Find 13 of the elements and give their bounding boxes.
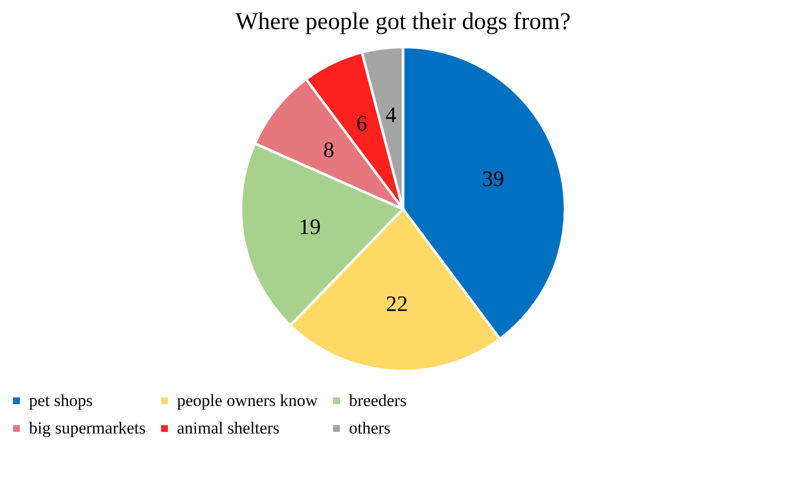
legend-label: others — [349, 418, 391, 438]
legend-label: breeders — [349, 390, 407, 410]
data-label: 8 — [323, 136, 334, 162]
data-label: 19 — [298, 214, 321, 240]
legend-label: pet shops — [29, 390, 93, 410]
data-label: 39 — [482, 166, 504, 192]
legend-label: big supermarkets — [29, 418, 146, 438]
legend-label: animal shelters — [177, 418, 280, 438]
data-label: 22 — [386, 290, 408, 316]
legend-label: people owners know — [177, 390, 318, 410]
data-label: 6 — [356, 110, 368, 136]
chart-title: Where people got their dogs from? — [235, 9, 571, 35]
data-label: 4 — [385, 102, 396, 127]
